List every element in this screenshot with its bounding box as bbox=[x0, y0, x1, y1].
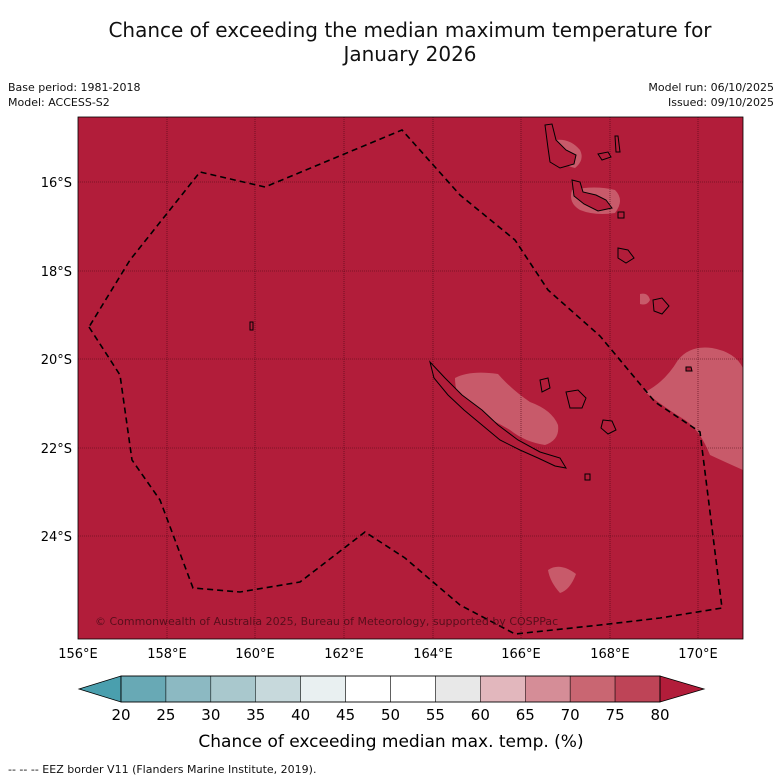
coastlines bbox=[249, 123, 693, 481]
colorbar-tick-label: 30 bbox=[201, 706, 220, 724]
lon-label-160e: 160°E bbox=[235, 647, 275, 662]
colorbar-tick-label: 80 bbox=[650, 706, 669, 724]
pentecost-coast bbox=[614, 135, 621, 153]
lon-label-166e: 166°E bbox=[501, 647, 541, 662]
colorbar-segment bbox=[210, 675, 256, 703]
lon-label-164e: 164°E bbox=[413, 647, 453, 662]
patch-new-caledonia bbox=[455, 372, 559, 445]
model-info: Base period: 1981-2018 Model: ACCESS-S2 bbox=[8, 80, 140, 110]
eez-border bbox=[88, 129, 723, 635]
colorbar-tick-label: 50 bbox=[381, 706, 400, 724]
aneityum-coast bbox=[685, 366, 693, 372]
colorbar-title: Chance of exceeding median max. temp. (%… bbox=[198, 732, 583, 752]
lat-label-16s: 16°S bbox=[41, 176, 72, 191]
colorbar-segment bbox=[255, 675, 301, 703]
title-line-1: Chance of exceeding the median maximum t… bbox=[108, 18, 712, 42]
malakula-coast bbox=[571, 179, 613, 212]
lon-label-170e: 170°E bbox=[678, 647, 718, 662]
ambae-coast bbox=[597, 151, 612, 161]
lon-label-168e: 168°E bbox=[590, 647, 630, 662]
new-caledonia-coast bbox=[429, 360, 567, 469]
colorbar-tick-label: 70 bbox=[561, 706, 580, 724]
colorbar-tick-labels: 20 25 30 35 40 45 50 55 60 65 70 75 80 bbox=[111, 706, 669, 724]
colorbar-segment bbox=[120, 675, 167, 703]
patch-small-east bbox=[640, 293, 650, 305]
colorbar: 20 25 30 35 40 45 50 55 60 65 70 75 80 Chance of exc… bbox=[77, 675, 706, 752]
colorbar-low-arrow bbox=[77, 675, 122, 703]
lon-label-158e: 158°E bbox=[147, 647, 187, 662]
patch-east-edge bbox=[645, 347, 743, 470]
colorbar-segment bbox=[569, 675, 616, 703]
lat-label-22s: 22°S bbox=[41, 442, 72, 457]
colorbar-tick-label: 35 bbox=[246, 706, 265, 724]
colorbar-segments bbox=[120, 675, 661, 703]
isle-of-pines-coast bbox=[584, 473, 591, 481]
copyright-notice: © Commonwealth of Australia 2025, Bureau… bbox=[95, 615, 558, 628]
colorbar-tick-label: 25 bbox=[156, 706, 175, 724]
colorbar-segment bbox=[300, 675, 346, 703]
small-island-b bbox=[617, 211, 625, 219]
colorbar-tick-label: 45 bbox=[336, 706, 355, 724]
espiritu-santo-coast bbox=[544, 123, 577, 169]
lat-label-18s: 18°S bbox=[41, 265, 72, 280]
colorbar-segment bbox=[390, 675, 436, 703]
lifou-coast bbox=[565, 389, 587, 409]
colorbar-tick-label: 60 bbox=[471, 706, 490, 724]
colorbar-frame bbox=[120, 675, 661, 703]
lat-label-20s: 20°S bbox=[41, 353, 72, 368]
longitude-labels: 156°E 158°E 160°E 162°E 164°E 166°E 168°… bbox=[58, 647, 718, 662]
tanna-coast bbox=[652, 297, 670, 315]
colorbar-high-arrow bbox=[659, 675, 706, 703]
colorbar-tick-label: 65 bbox=[516, 706, 535, 724]
colorbar-tick-label: 20 bbox=[111, 706, 130, 724]
title-line-2: January 2026 bbox=[343, 42, 477, 66]
map-background bbox=[78, 117, 743, 639]
patch-south bbox=[548, 566, 576, 593]
colorbar-tick-label: 75 bbox=[606, 706, 625, 724]
lon-label-156e: 156°E bbox=[58, 647, 98, 662]
colorbar-segment bbox=[614, 675, 661, 703]
lon-label-162e: 162°E bbox=[324, 647, 364, 662]
colorbar-segment bbox=[165, 675, 212, 703]
eez-legend-note: -- -- -- EEZ border V11 (Flanders Marine… bbox=[8, 763, 317, 776]
colorbar-tick-label: 40 bbox=[291, 706, 310, 724]
map-frame bbox=[77, 116, 744, 640]
graticule bbox=[78, 117, 743, 639]
colorbar-tick-label: 55 bbox=[426, 706, 445, 724]
colorbar-segment bbox=[435, 675, 481, 703]
colorbar-segment bbox=[480, 675, 526, 703]
map-title: Chance of exceeding the median maximum t… bbox=[60, 18, 760, 66]
issued-date: Issued: 09/10/2025 bbox=[667, 96, 774, 109]
mare-coast bbox=[600, 419, 617, 435]
ouvea-coast bbox=[539, 377, 551, 393]
small-island-a bbox=[249, 321, 254, 331]
colorbar-segment bbox=[345, 675, 391, 703]
colorbar-segment bbox=[525, 675, 571, 703]
run-info: Model run: 06/10/2025 Issued: 09/10/2025 bbox=[648, 80, 774, 110]
model-name: Model: ACCESS-S2 bbox=[8, 96, 110, 109]
efate-coast bbox=[617, 247, 635, 264]
latitude-labels: 16°S 18°S 20°S 22°S 24°S bbox=[41, 176, 72, 545]
base-period: Base period: 1981-2018 bbox=[8, 81, 141, 94]
lat-label-24s: 24°S bbox=[41, 530, 72, 545]
model-run-date: Model run: 06/10/2025 bbox=[648, 81, 774, 94]
